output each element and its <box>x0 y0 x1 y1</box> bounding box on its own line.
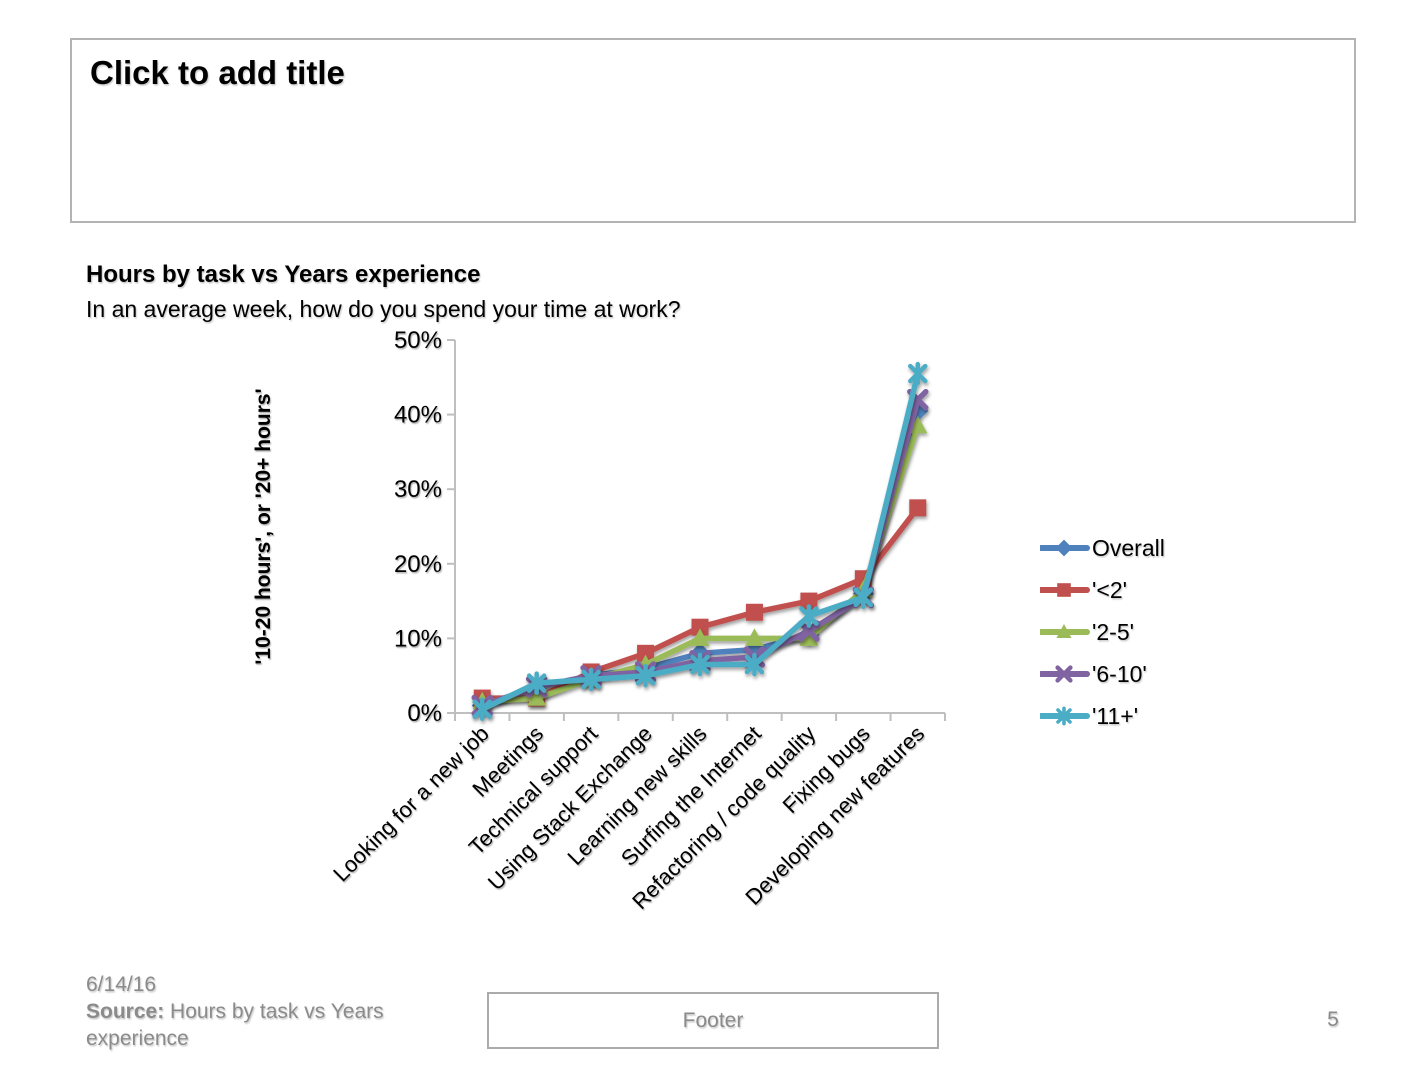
y-tick-label: 0% <box>407 700 442 727</box>
legend-item: '2-5' <box>1040 618 1165 645</box>
legend-label: '6-10' <box>1092 660 1147 687</box>
data-point-asterisk <box>744 652 765 677</box>
data-point-square <box>691 618 709 636</box>
data-point-square <box>745 603 763 621</box>
legend-label: '11+' <box>1092 702 1139 729</box>
data-point-asterisk <box>799 604 819 628</box>
legend-item: Overall <box>1040 534 1165 561</box>
legend-label: Overall <box>1092 534 1165 561</box>
data-point-x <box>798 620 820 642</box>
data-point-asterisk <box>526 671 547 695</box>
data-point-asterisk <box>1056 706 1072 726</box>
data-point-square <box>1057 583 1071 597</box>
date-and-source: 6/14/16 Source: Hours by task vs Years e… <box>86 971 396 1052</box>
data-point-square <box>637 644 655 662</box>
chart-legend: Overall '<2' '2-5' '6-10' '11+' <box>1040 534 1165 746</box>
series-4 <box>472 361 928 722</box>
data-point-square <box>800 592 818 610</box>
y-tick-label: 50% <box>394 327 442 354</box>
y-tick-label: 10% <box>394 625 442 652</box>
legend-item: '6-10' <box>1040 660 1165 687</box>
legend-item: '<2' <box>1040 576 1165 603</box>
data-point-asterisk <box>635 663 656 688</box>
legend-marker-asterisk-icon <box>1040 706 1090 726</box>
legend-marker-triangle-icon <box>1040 624 1090 638</box>
data-point-triangle <box>690 628 710 646</box>
legend-item: '11+' <box>1040 702 1165 729</box>
legend-marker-diamond-icon <box>1040 539 1090 557</box>
legend-label: '2-5' <box>1092 618 1135 645</box>
legend-label: '<2' <box>1092 576 1128 603</box>
data-point-x <box>1055 665 1073 683</box>
data-point-asterisk <box>581 667 601 692</box>
footer-placeholder-text: Footer <box>682 1008 744 1032</box>
data-point-diamond <box>1055 539 1073 557</box>
chart-title: Hours by task vs Years experience <box>86 261 481 288</box>
data-point-triangle <box>527 688 547 706</box>
source-value: Hours by task vs Years experience <box>86 1000 384 1050</box>
page-number: 5 <box>1327 1008 1339 1031</box>
source-text: Source: Hours by task vs Years experienc… <box>86 998 396 1052</box>
line-chart: 0%10%20%30%40%50%Looking for a new jobMe… <box>252 327 946 914</box>
source-label: Source: <box>86 1000 165 1023</box>
legend-marker-square-icon <box>1040 583 1090 597</box>
chart-axes <box>447 339 946 721</box>
data-point-triangle <box>908 415 928 434</box>
y-tick-label: 20% <box>394 551 442 578</box>
date-text: 6/14/16 <box>86 973 157 996</box>
data-point-triangle <box>744 628 764 646</box>
data-point-triangle <box>799 628 819 646</box>
slide-title-placeholder-text: Click to add title <box>90 54 345 91</box>
data-point-asterisk <box>908 361 928 386</box>
slide-title-placeholder[interactable]: Click to add title <box>70 38 1356 223</box>
data-point-asterisk <box>853 585 874 610</box>
y-tick-label: 30% <box>394 476 442 503</box>
chart-subtitle: In an average week, how do you spend you… <box>86 296 681 322</box>
footer-placeholder[interactable]: Footer <box>487 992 939 1049</box>
category-label: Looking for a new job <box>328 721 494 887</box>
legend-marker-x-icon <box>1040 665 1090 683</box>
data-point-triangle <box>1056 624 1072 638</box>
y-tick-label: 40% <box>394 402 442 429</box>
data-point-asterisk <box>690 652 710 677</box>
data-point-asterisk <box>472 697 492 722</box>
data-point-square <box>909 499 927 517</box>
y-axis-title: '10-20 hours', or '20+ hours' <box>252 388 275 664</box>
